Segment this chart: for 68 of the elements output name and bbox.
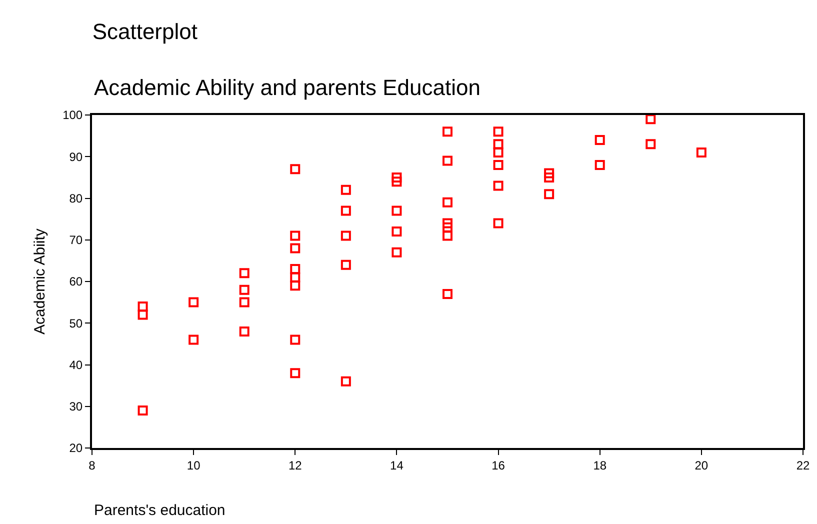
point [239,326,250,336]
point [340,206,351,216]
y-tick-label: 60 [69,274,83,289]
point [544,168,554,178]
point [442,230,452,241]
x-tick-label: 18 [593,458,607,472]
x-tick-label: 16 [492,458,506,472]
y-tick-label: 90 [69,150,83,164]
y-tick-label: 50 [69,316,83,330]
y-tick-label: 20 [69,441,83,456]
point [594,160,605,170]
point [442,156,452,166]
point [392,172,402,182]
y-tick-label: 70 [69,233,83,248]
point [646,115,656,124]
point [340,376,351,386]
point [392,247,402,258]
point [493,218,504,228]
point [442,218,452,228]
point [340,260,351,270]
point [290,264,300,274]
point [239,297,250,308]
point [392,226,402,237]
point [392,176,402,187]
point [138,406,148,416]
x-tick-label: 10 [186,458,201,472]
point [239,284,250,295]
x-tick-label: 8 [88,458,96,472]
point [340,184,351,195]
point [544,189,554,200]
point [188,297,199,308]
point [290,243,300,254]
point [544,172,554,182]
point [340,230,351,241]
point [290,334,300,345]
point [290,272,300,282]
x-axis-title: Parents's education [94,502,226,519]
y-tick-label: 30 [69,400,83,414]
point [594,134,605,145]
x-tick-label: 12 [288,458,302,472]
point [493,147,504,158]
point [696,147,706,158]
point [239,268,250,278]
y-tick-label: 80 [69,191,83,206]
point [392,206,402,216]
y-tick-label: 100 [62,108,83,122]
point [138,301,148,312]
point [442,288,452,299]
point [493,180,504,191]
point [442,126,452,137]
point [290,230,300,241]
chart-subtitle: Academic Ability and parents Education [94,75,480,100]
chart-title: Scatterplot [92,18,198,44]
point [290,164,300,174]
point [442,197,452,208]
x-tick-label: 14 [390,458,404,472]
point [493,139,504,150]
x-tick-label: 22 [796,458,810,472]
point [290,368,300,378]
point [290,280,300,291]
point [493,160,504,170]
y-tick-label: 40 [69,358,83,372]
x-tick-label: 20 [694,458,708,472]
point [188,334,199,345]
point [646,139,656,150]
point [493,126,504,137]
point [138,310,148,320]
y-axis-title: Academic Abiity [31,228,48,334]
